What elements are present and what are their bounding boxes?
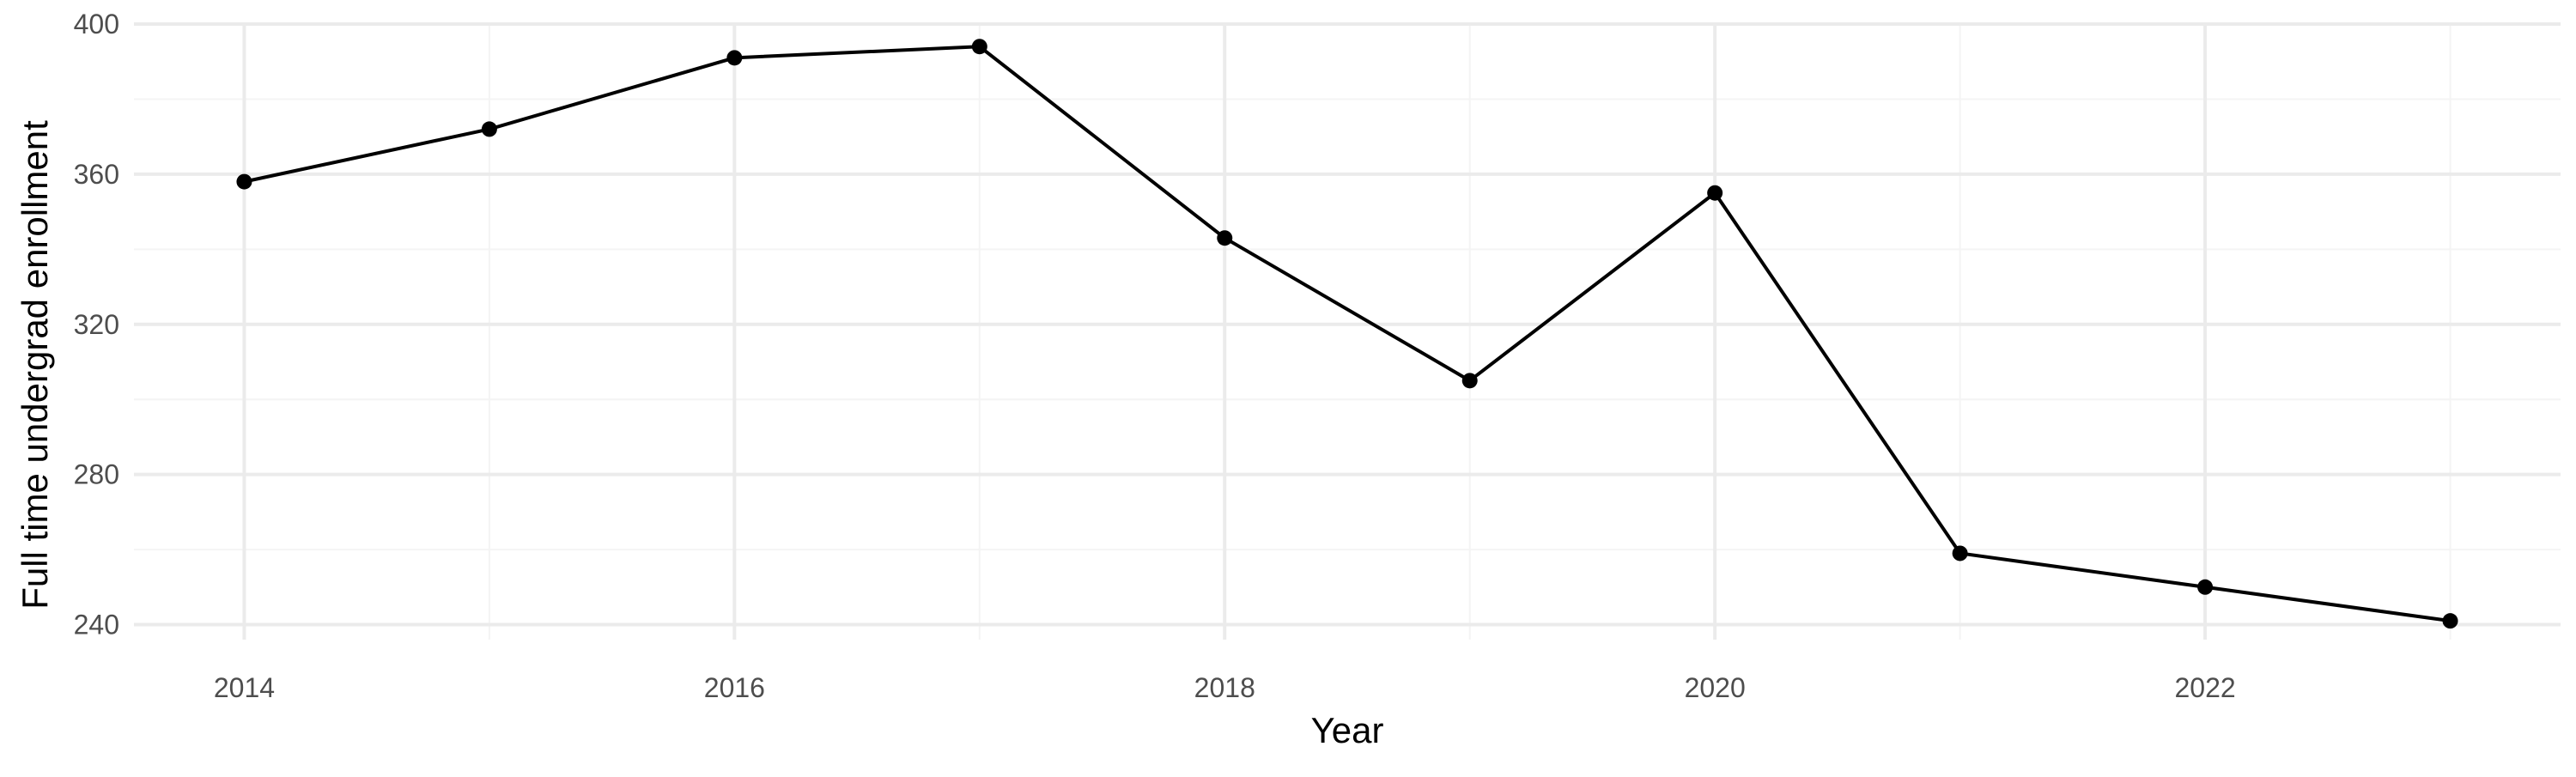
data-point	[2442, 613, 2458, 629]
tick-labels: 2014 2016 2018 2020 2022 240 280 320 360 400	[74, 9, 2236, 703]
data-point	[1461, 373, 1478, 389]
data-point	[1952, 545, 1968, 562]
minor-gridlines	[134, 24, 2561, 640]
y-tick-label: 400	[74, 9, 119, 39]
data-point	[2197, 579, 2214, 595]
y-tick-label: 240	[74, 610, 119, 640]
x-tick-label: 2020	[1685, 672, 1746, 703]
y-tick-label: 280	[74, 459, 119, 490]
y-axis-title: Full time undergrad enrollment	[15, 120, 55, 610]
data-point	[1707, 185, 1723, 201]
y-tick-label: 320	[74, 309, 119, 340]
data-point	[481, 121, 497, 137]
major-gridlines	[134, 22, 2561, 640]
x-tick-label: 2014	[214, 672, 275, 703]
x-tick-label: 2016	[704, 672, 765, 703]
y-tick-label: 360	[74, 159, 119, 190]
data-point	[1217, 230, 1233, 246]
series-layer	[236, 39, 2458, 629]
x-axis-title: Year	[1311, 710, 1384, 750]
data-point	[971, 39, 987, 55]
series-line	[242, 45, 2452, 623]
data-point	[236, 173, 252, 190]
data-point	[726, 50, 743, 66]
x-tick-label: 2018	[1194, 672, 1255, 703]
x-tick-label: 2022	[2174, 672, 2235, 703]
